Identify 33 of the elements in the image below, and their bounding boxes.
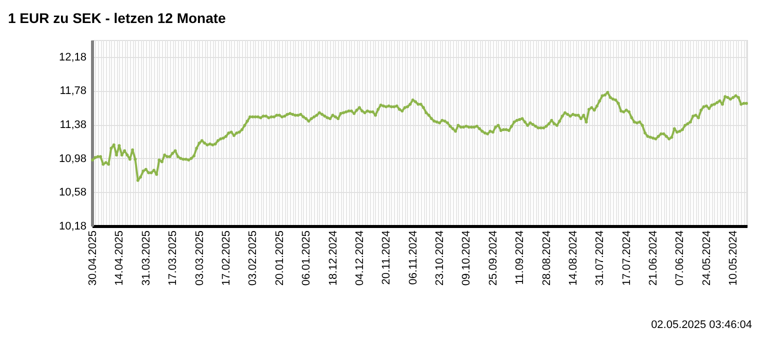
x-tick-label: 11.09.2024 bbox=[514, 230, 526, 285]
x-tick-label: 18.12.2024 bbox=[327, 230, 340, 286]
x-tick-label: 14.04.2025 bbox=[114, 230, 126, 286]
x-tick-label: 23.10.2024 bbox=[434, 230, 446, 286]
x-tick-label: 06.11.2024 bbox=[407, 230, 420, 285]
chart-title: 1 EUR zu SEK - letzen 12 Monate bbox=[8, 10, 226, 26]
x-tick-label: 20.11.2024 bbox=[380, 230, 393, 285]
x-tick-label: 03.02.2025 bbox=[247, 230, 260, 286]
text: 02.05.2025 03:46:04 bbox=[651, 319, 752, 331]
y-tick-label: 12,18 bbox=[58, 51, 86, 64]
x-tick-label: 20.01.2025 bbox=[274, 230, 286, 286]
x-tick-label: 24.05.2024 bbox=[700, 230, 713, 286]
x-tick-label: 07.06.2024 bbox=[674, 230, 686, 286]
x-tick-label: 28.08.2024 bbox=[540, 230, 553, 286]
x-tick-label: 17.07.2024 bbox=[620, 230, 633, 286]
x-tick-label: 10.05.2024 bbox=[728, 230, 740, 286]
x-tick-label: 30.04.2025 bbox=[87, 230, 100, 286]
y-tick-label: 10,58 bbox=[58, 186, 86, 199]
x-tick-label: 21.06.2024 bbox=[648, 230, 660, 286]
x-tick-label: 09.10.2024 bbox=[460, 230, 473, 286]
x-tick-label: 25.09.2024 bbox=[487, 230, 500, 286]
y-tick-label: 10,18 bbox=[58, 220, 86, 232]
x-tick-label: 06.01.2025 bbox=[300, 230, 313, 286]
x-tick-label: 31.07.2024 bbox=[594, 230, 606, 286]
x-tick-label: 17.02.2025 bbox=[220, 230, 232, 286]
y-tick-label: 11,38 bbox=[60, 119, 86, 132]
x-tick-label: 31.03.2025 bbox=[140, 230, 152, 286]
x-tick-label: 03.03.2025 bbox=[194, 230, 206, 286]
x-tick-label: 14.08.2024 bbox=[567, 230, 580, 286]
y-tick-label: 10,98 bbox=[58, 152, 86, 165]
y-tick-label: 11,78 bbox=[60, 85, 86, 98]
x-tick-label: 17.03.2025 bbox=[167, 230, 180, 286]
x-tick-label: 04.12.2024 bbox=[354, 230, 366, 286]
